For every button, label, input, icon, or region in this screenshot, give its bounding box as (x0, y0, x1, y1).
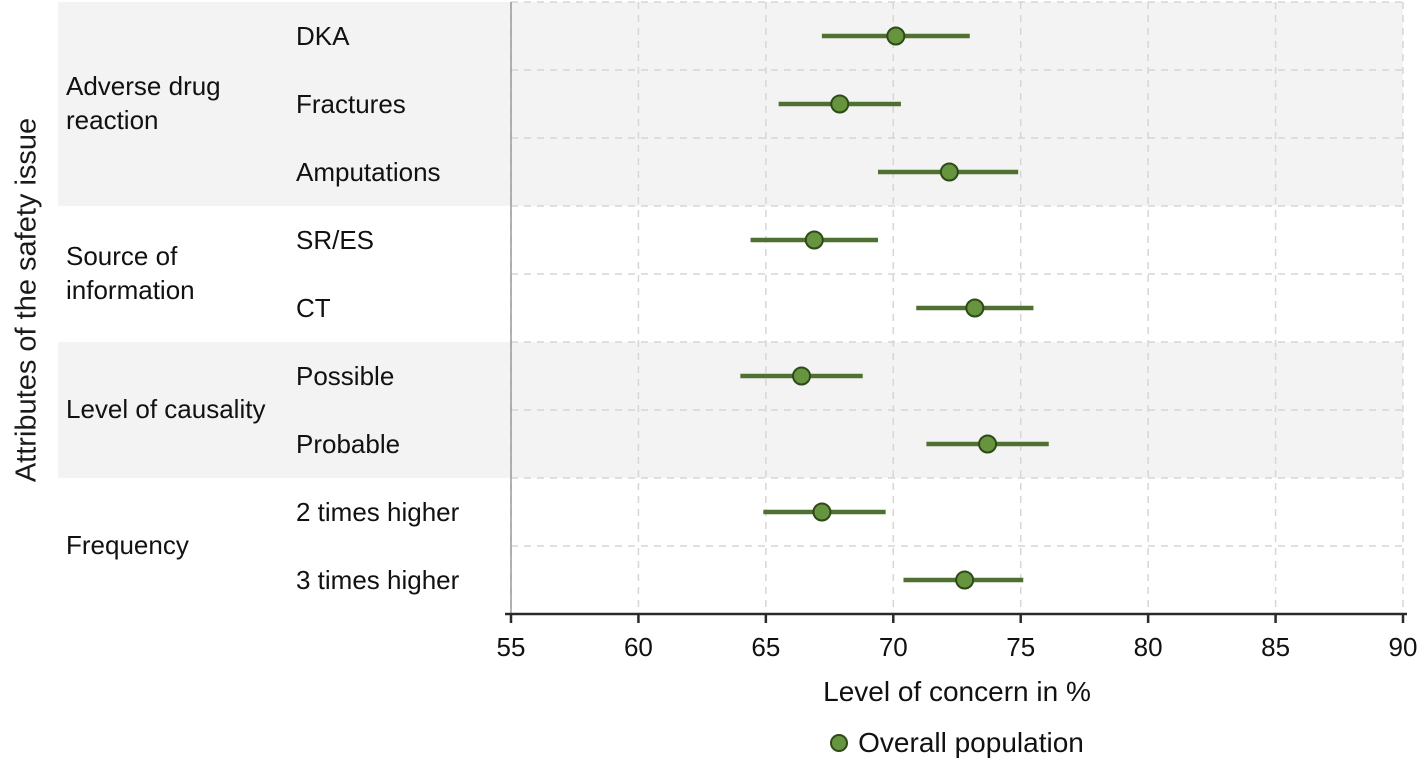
item-label: CT (296, 292, 331, 323)
legend: Overall population (511, 727, 1403, 759)
x-tick-label: 70 (879, 632, 908, 662)
x-tick-label: 80 (1134, 632, 1163, 662)
plot-canvas: 55 60 65 70 75 80 85 90 (58, 1, 1418, 662)
group-label-3: Frequency (66, 530, 189, 561)
x-tick-label: 55 (497, 632, 526, 662)
group-label-1: Source of information (66, 241, 195, 305)
group-label-2: Level of causality (66, 394, 266, 425)
data-point (804, 230, 824, 250)
x-tick-label: 60 (624, 632, 653, 662)
item-label: Fractures (296, 88, 406, 119)
group-label-0: Adverse drug reaction (66, 71, 221, 135)
item-label: Amputations (296, 156, 441, 187)
legend-marker-icon (830, 734, 849, 752)
group-band (58, 2, 1403, 206)
data-point (965, 298, 985, 318)
data-point (812, 502, 832, 522)
data-point (939, 162, 959, 182)
legend-label: Overall population (858, 727, 1084, 758)
item-label: Probable (296, 428, 401, 459)
x-tick-label: 65 (751, 632, 780, 662)
x-axis-title: Level of concern in % (823, 676, 1091, 707)
data-point (978, 434, 998, 454)
item-label: 3 times higher (296, 564, 460, 595)
data-point (792, 366, 812, 386)
item-label: DKA (296, 20, 350, 51)
data-point (830, 94, 850, 114)
x-tick-label: 75 (1006, 632, 1035, 662)
x-tick-label: 85 (1261, 632, 1290, 662)
x-tick-label: 90 (1389, 632, 1418, 662)
data-point (955, 570, 975, 590)
item-label: Possible (296, 360, 395, 391)
item-label: 2 times higher (296, 496, 460, 527)
item-label: SR/ES (296, 224, 375, 255)
data-point (886, 26, 906, 46)
